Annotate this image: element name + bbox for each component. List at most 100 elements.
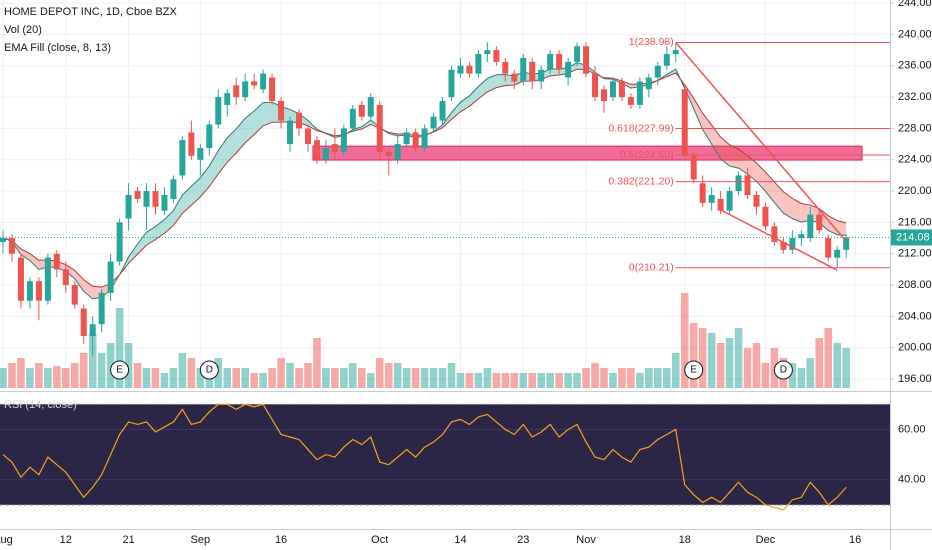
candle-body bbox=[466, 65, 473, 74]
event-marker[interactable] bbox=[199, 360, 219, 380]
trendline bbox=[720, 209, 838, 271]
rsi-tick-label: 60.00 bbox=[898, 423, 926, 435]
candle-body bbox=[645, 77, 652, 90]
event-label[interactable]: D bbox=[780, 365, 787, 376]
candle-body bbox=[80, 308, 87, 336]
volume-bar bbox=[133, 363, 142, 388]
event-label[interactable]: D bbox=[206, 365, 213, 376]
candle-body bbox=[107, 261, 114, 293]
volume-bar bbox=[26, 368, 34, 388]
x-tick-label: Aug bbox=[0, 534, 13, 546]
volume-bar bbox=[169, 368, 178, 388]
candle-body bbox=[134, 191, 141, 199]
ema-fill bbox=[245, 110, 255, 143]
candle-body bbox=[502, 61, 509, 74]
candle-body bbox=[511, 73, 518, 82]
ema-fill bbox=[487, 74, 497, 92]
volume-bar bbox=[35, 363, 43, 388]
volume-bar bbox=[654, 368, 662, 388]
y-tick-label: 220.00 bbox=[898, 185, 932, 197]
ema-fill bbox=[693, 98, 703, 130]
event-marker[interactable] bbox=[773, 360, 793, 380]
candle-body bbox=[529, 61, 536, 82]
candle-body bbox=[520, 57, 527, 82]
candle-body bbox=[717, 198, 724, 211]
ema-fill bbox=[837, 220, 847, 236]
volume-bar bbox=[142, 368, 151, 388]
event-label[interactable]: E bbox=[116, 365, 123, 376]
event-marker[interactable] bbox=[684, 360, 704, 380]
volume-bar bbox=[44, 368, 52, 388]
volume-bar bbox=[591, 363, 599, 388]
volume-label: Vol (20) bbox=[4, 24, 42, 36]
ema-fill bbox=[783, 191, 793, 219]
candle-body bbox=[304, 128, 311, 145]
y-tick-label: 224.00 bbox=[898, 154, 932, 166]
volume-bar bbox=[79, 353, 88, 388]
candle-body bbox=[600, 89, 607, 102]
volume-bar bbox=[680, 293, 689, 388]
candle-body bbox=[744, 175, 751, 195]
event-marker[interactable] bbox=[110, 360, 130, 380]
y-tick-label: 232.00 bbox=[898, 91, 932, 103]
candle-body bbox=[296, 112, 303, 129]
volume-bar bbox=[716, 343, 725, 388]
candle-body bbox=[367, 97, 374, 117]
volume-bar bbox=[241, 368, 249, 388]
volume-bar bbox=[788, 363, 797, 388]
candle-body bbox=[574, 46, 581, 62]
x-tick-label: 14 bbox=[454, 534, 466, 546]
volume-bar bbox=[519, 373, 528, 388]
fib-label: 1(238.98) bbox=[629, 36, 674, 48]
fib-label: 0(210.21) bbox=[629, 262, 674, 274]
volume-bar bbox=[53, 366, 61, 388]
candle-body bbox=[403, 132, 410, 145]
volume-bar bbox=[124, 343, 133, 388]
candle-body bbox=[385, 151, 392, 156]
volume-bar bbox=[743, 348, 752, 388]
volume-bar bbox=[196, 368, 205, 388]
volume-bar bbox=[582, 368, 590, 388]
y-tick-label: 228.00 bbox=[898, 122, 932, 134]
volume-bar bbox=[322, 368, 330, 388]
volume-bar bbox=[797, 368, 806, 388]
candle-body bbox=[493, 50, 500, 62]
ema-fill bbox=[254, 102, 264, 135]
candle-body bbox=[789, 238, 796, 250]
volume-bar bbox=[340, 368, 348, 388]
y-tick-label: 236.00 bbox=[898, 60, 932, 72]
event-label[interactable]: E bbox=[690, 365, 697, 376]
volume-bar bbox=[115, 308, 124, 388]
x-tick-label: Oct bbox=[371, 534, 388, 546]
candle-body bbox=[484, 50, 491, 55]
fib-label: 0.5(224.60) bbox=[620, 149, 674, 161]
candle-body bbox=[771, 226, 778, 242]
volume-bar bbox=[70, 363, 79, 388]
candle-body bbox=[17, 257, 24, 301]
last-price-label: 214.08 bbox=[896, 231, 930, 243]
ema-fill bbox=[747, 155, 757, 182]
candle-body bbox=[448, 69, 455, 98]
y-tick-label: 204.00 bbox=[898, 310, 932, 322]
ema-fill bbox=[478, 78, 488, 99]
rsi-panel bbox=[0, 392, 890, 528]
ema-fill bbox=[469, 86, 479, 107]
ema-fill bbox=[711, 124, 721, 159]
volume-bar bbox=[393, 363, 402, 388]
volume-bar bbox=[806, 358, 815, 388]
candle-body bbox=[843, 237, 850, 250]
volume-bar bbox=[752, 343, 761, 388]
candle-body bbox=[376, 104, 383, 152]
candle-body bbox=[618, 81, 625, 98]
ema-fill bbox=[164, 210, 174, 234]
candle-body bbox=[152, 191, 159, 207]
y-tick-label: 240.00 bbox=[898, 28, 932, 40]
candle-body bbox=[125, 195, 132, 219]
candle-body bbox=[394, 144, 401, 160]
volume-bar bbox=[456, 373, 465, 388]
volume-bar bbox=[97, 353, 106, 388]
volume-bar bbox=[402, 368, 411, 388]
candle-body bbox=[816, 214, 823, 231]
candle-body bbox=[278, 101, 285, 121]
